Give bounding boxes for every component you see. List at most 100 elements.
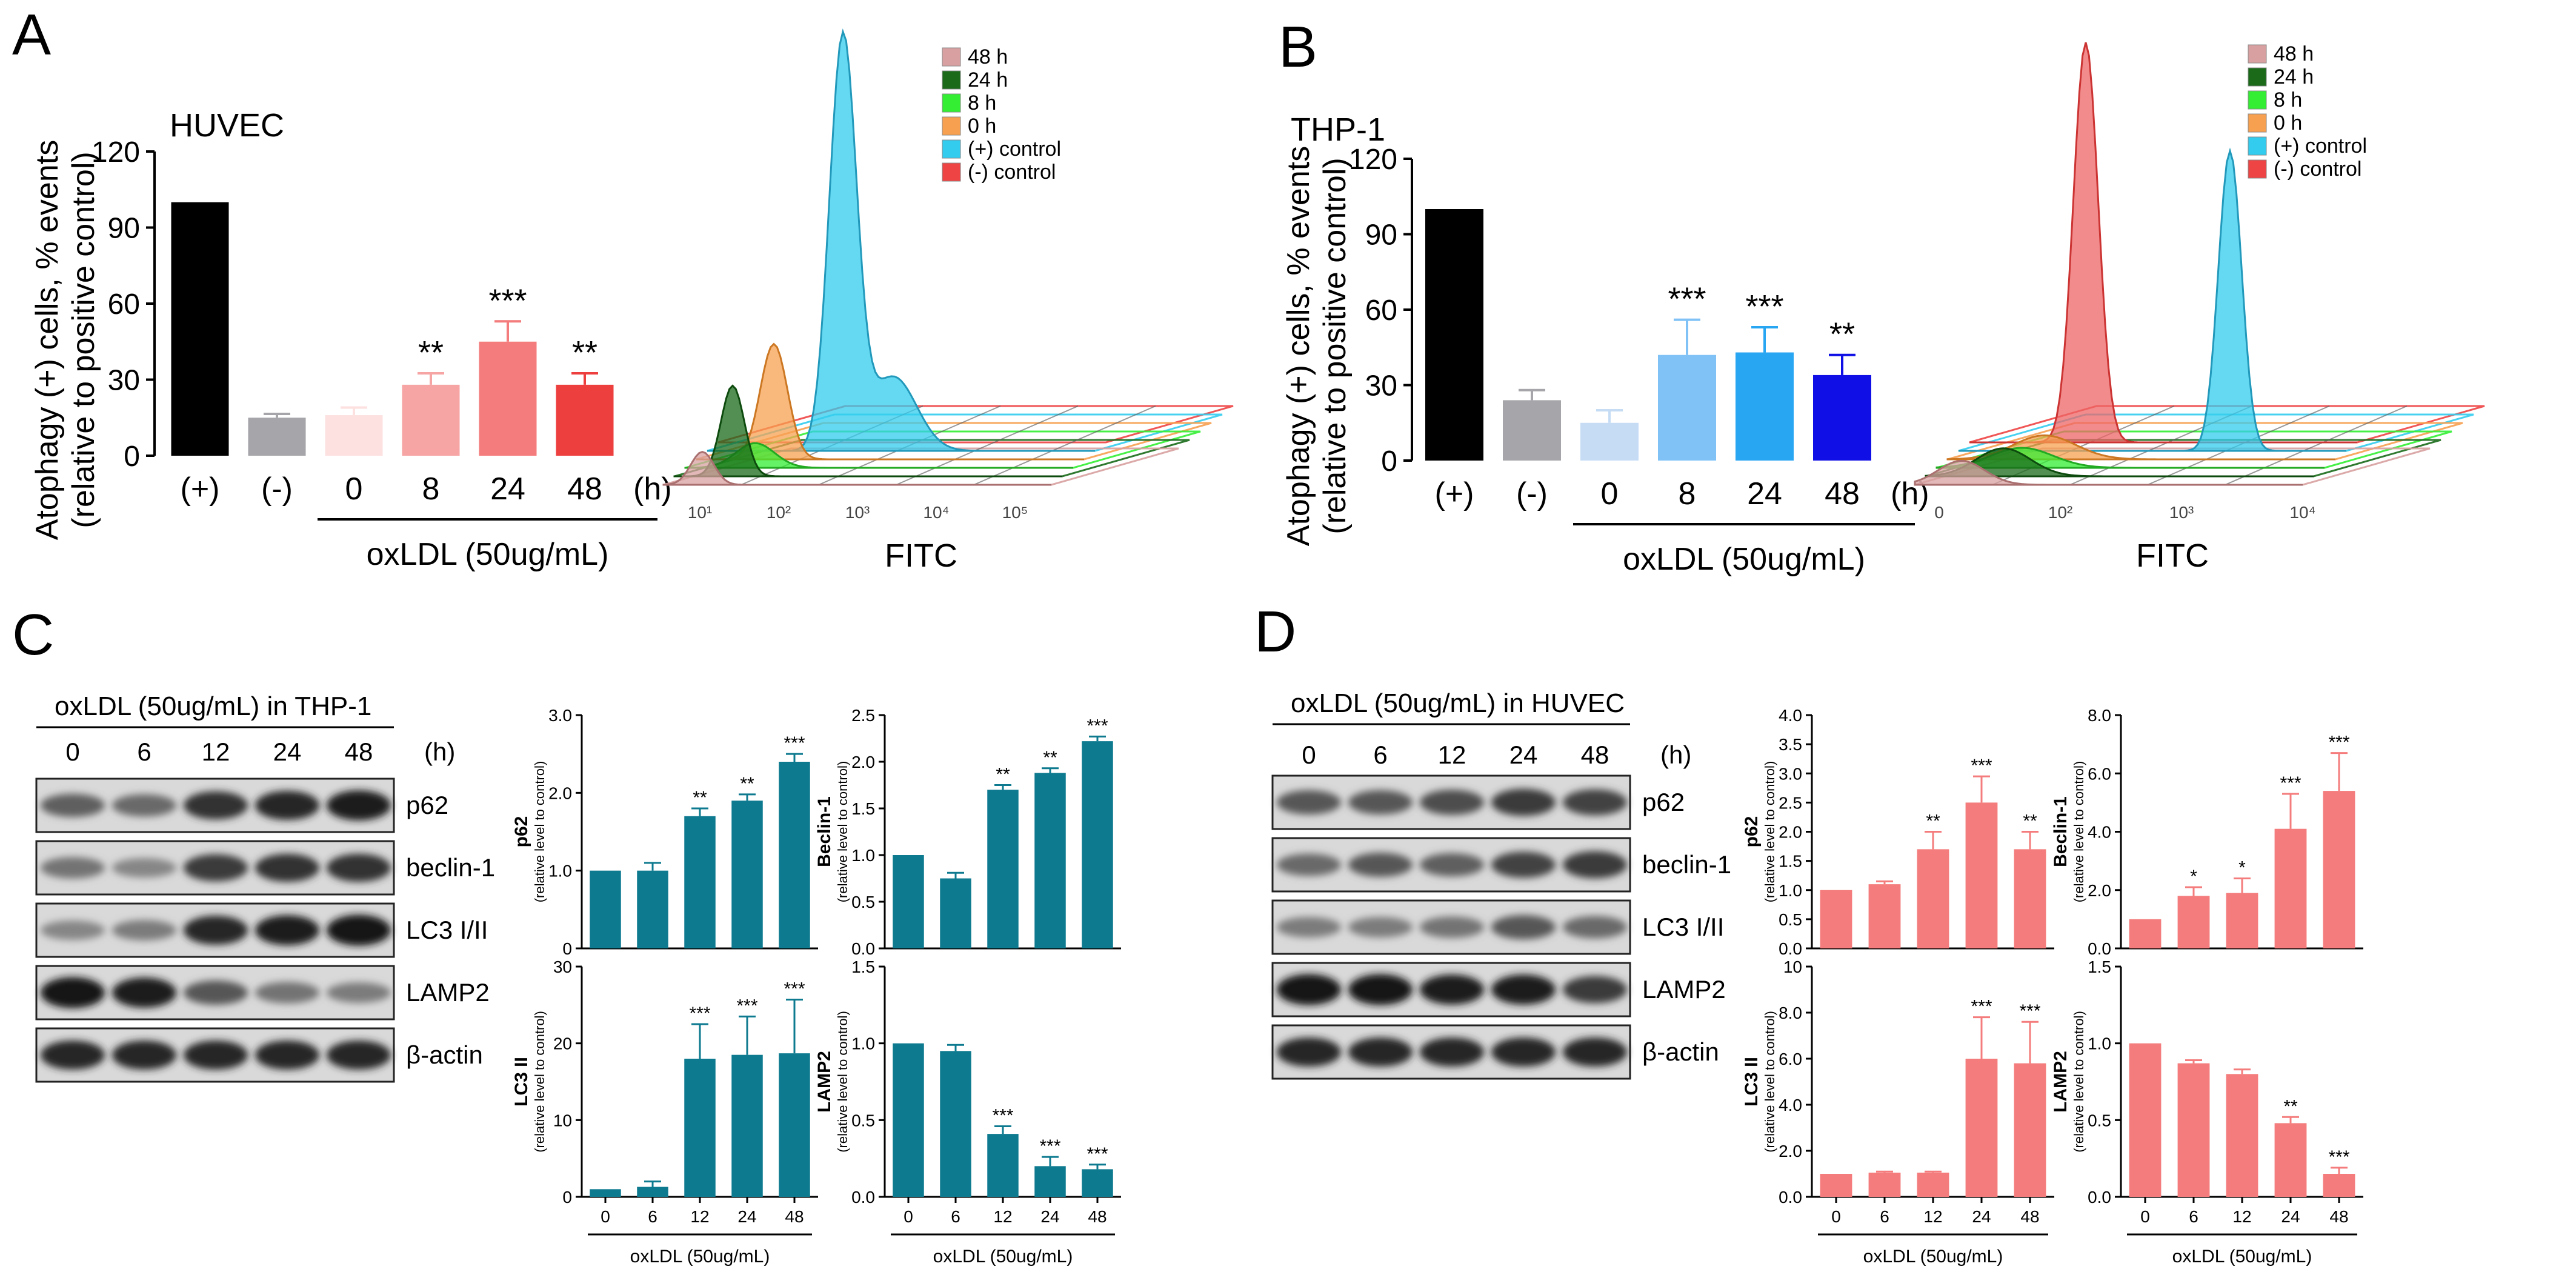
y-tick-label: 4.0 xyxy=(2088,823,2111,842)
y-axis-label-sub: (relative level to control) xyxy=(532,1011,547,1153)
significance-label: ** xyxy=(693,788,707,808)
y-tick-label: 90 xyxy=(1365,219,1397,251)
protein-label: LAMP2 xyxy=(406,978,490,1007)
y-tick-label: 90 xyxy=(108,213,140,245)
significance-label: *** xyxy=(2328,733,2349,753)
bar xyxy=(1820,1174,1852,1197)
blot-band xyxy=(111,794,177,817)
y-tick-label: 120 xyxy=(92,136,140,168)
timepoint-label: 0 xyxy=(1302,741,1316,769)
y-tick-label: 6.0 xyxy=(1779,1050,1802,1068)
significance-label: *** xyxy=(1039,1136,1060,1156)
blot-band xyxy=(1419,1037,1485,1067)
histogram-b: 0 10² 10³ 10⁴ FITC 48 h24 h8 h0 h(+) control(… xyxy=(1914,42,2485,574)
x-tick-label: 24 xyxy=(737,1207,756,1226)
blot-band xyxy=(183,854,248,882)
timepoint-label: 48 xyxy=(345,738,373,766)
legend-swatch xyxy=(2248,113,2267,133)
y-axis-label-main: Beclin-1 xyxy=(2051,796,2071,867)
mini-bar-chart: 0.0 2.0 4.0 6.0 8.0 10 LC3 II(relative level t… xyxy=(1742,957,2054,1267)
x-tick-label: 12 xyxy=(2232,1207,2251,1226)
y-tick-label: 1.5 xyxy=(851,799,875,818)
y-tick-label: 0.0 xyxy=(1779,1188,1802,1207)
blot-band xyxy=(255,982,320,1004)
mini-bar-chart: 0 1.0 2.0 3.0 p62(relative level to control)… xyxy=(511,706,818,958)
histogram-a: 10¹ 10² 10³ 10⁴ 10⁵ FITC 48 h24 h8 h0 h(+) con… xyxy=(662,28,1234,574)
legend-swatch xyxy=(942,162,961,182)
bar xyxy=(1868,884,1901,948)
bar xyxy=(1580,422,1639,461)
blot-band xyxy=(1276,917,1342,937)
y-axis-label: LC3 II(relative level to control) xyxy=(1742,1011,1777,1153)
bar xyxy=(779,762,810,948)
y-tick-label: 0.5 xyxy=(851,893,875,911)
bar xyxy=(940,1051,971,1197)
significance-label: ** xyxy=(1829,316,1855,353)
blot-band xyxy=(326,1040,391,1070)
y-axis-label: LAMP2(relative level to control) xyxy=(2051,1011,2086,1153)
bar xyxy=(2014,1063,2046,1197)
floor-grid xyxy=(896,405,1079,485)
y-axis-label-sub: (relative level to control) xyxy=(1762,1011,1777,1153)
timepoint-label: 48 xyxy=(1581,741,1609,769)
significance-label: ** xyxy=(418,335,444,371)
blot-band xyxy=(1562,976,1628,1004)
y-axis-label-sub: (relative level to control) xyxy=(532,761,547,903)
bar xyxy=(1034,1166,1066,1197)
y-axis-label-main: LAMP2 xyxy=(814,1051,834,1113)
western-blot-d: oxLDL (50ug/mL) in HUVEC 0 6 12 24 48 (h) p62 be… xyxy=(1271,688,1731,1080)
hist-x-tick: 10¹ xyxy=(688,503,712,522)
protein-label: p62 xyxy=(1642,788,1685,816)
y-tick-label: 0.5 xyxy=(1779,910,1802,929)
bar xyxy=(1082,1169,1113,1197)
blot-band xyxy=(1348,852,1413,877)
y-tick-label: 1.5 xyxy=(2088,957,2111,976)
legend-label: 24 h xyxy=(2274,65,2314,88)
blot-band xyxy=(1419,853,1485,877)
y-tick-label: 60 xyxy=(1365,295,1397,327)
x-tick-label: 8 xyxy=(1679,476,1696,511)
x-tick-label: 6 xyxy=(648,1207,657,1226)
significance-label: *** xyxy=(2328,1147,2349,1167)
bar xyxy=(2177,896,2210,948)
y-axis-label-main: LC3 II xyxy=(1742,1057,1762,1107)
y-tick-label: 0 xyxy=(562,939,572,958)
timepoint-unit: (h) xyxy=(424,738,455,766)
significance-label: ** xyxy=(572,335,597,371)
timepoint-label: 12 xyxy=(1438,741,1466,769)
y-axis-label: Beclin-1(relative level to control) xyxy=(814,761,850,903)
treatment-label: oxLDL (50ug/mL) xyxy=(1863,1247,2003,1267)
y-tick-label: 0.0 xyxy=(2088,1188,2111,1207)
bar xyxy=(590,870,621,948)
x-tick-label: 6 xyxy=(1880,1207,1889,1226)
y-tick-label: 1.5 xyxy=(1779,852,1802,871)
y-tick-label: 0.5 xyxy=(2088,1111,2111,1130)
y-tick-label: 0 xyxy=(1381,445,1397,478)
y-tick-label: 0.5 xyxy=(851,1111,875,1130)
x-tick-label: 12 xyxy=(1923,1207,1942,1226)
x-tick-label: 8 xyxy=(422,471,440,507)
y-tick-label: 2.0 xyxy=(1779,1142,1802,1160)
legend-swatch xyxy=(2248,159,2267,179)
y-tick-label: 10 xyxy=(1783,957,1802,976)
x-tick-label: 48 xyxy=(1088,1207,1107,1226)
panel-letter-c: C xyxy=(12,602,54,667)
significance-label: ** xyxy=(2023,811,2037,831)
mini-bar-chart: 0.0 0.5 1.0 1.5 LAMP2(relative level to cont… xyxy=(2051,957,2363,1267)
bar xyxy=(2323,1174,2355,1197)
bar xyxy=(987,790,1019,948)
blot-band xyxy=(183,980,248,1005)
y-axis-label: Beclin-1(relative level to control) xyxy=(2051,761,2086,903)
mini-bar-chart: 0.0 0.5 1.0 1.5 2.0 2.5 3.0 3.5 4.0 p62(relative … xyxy=(1742,706,2054,958)
x-tick-label: 48 xyxy=(2329,1207,2348,1226)
blot-band xyxy=(326,853,391,882)
bar xyxy=(684,816,716,948)
bar xyxy=(1965,802,1998,948)
significance-label: *** xyxy=(1971,997,1992,1017)
significance-label: * xyxy=(2238,858,2246,878)
blot-band xyxy=(111,1040,177,1070)
significance-label: *** xyxy=(736,996,757,1016)
protein-label: LC3 I/II xyxy=(1642,913,1724,941)
timepoint-label: 0 xyxy=(65,738,79,766)
